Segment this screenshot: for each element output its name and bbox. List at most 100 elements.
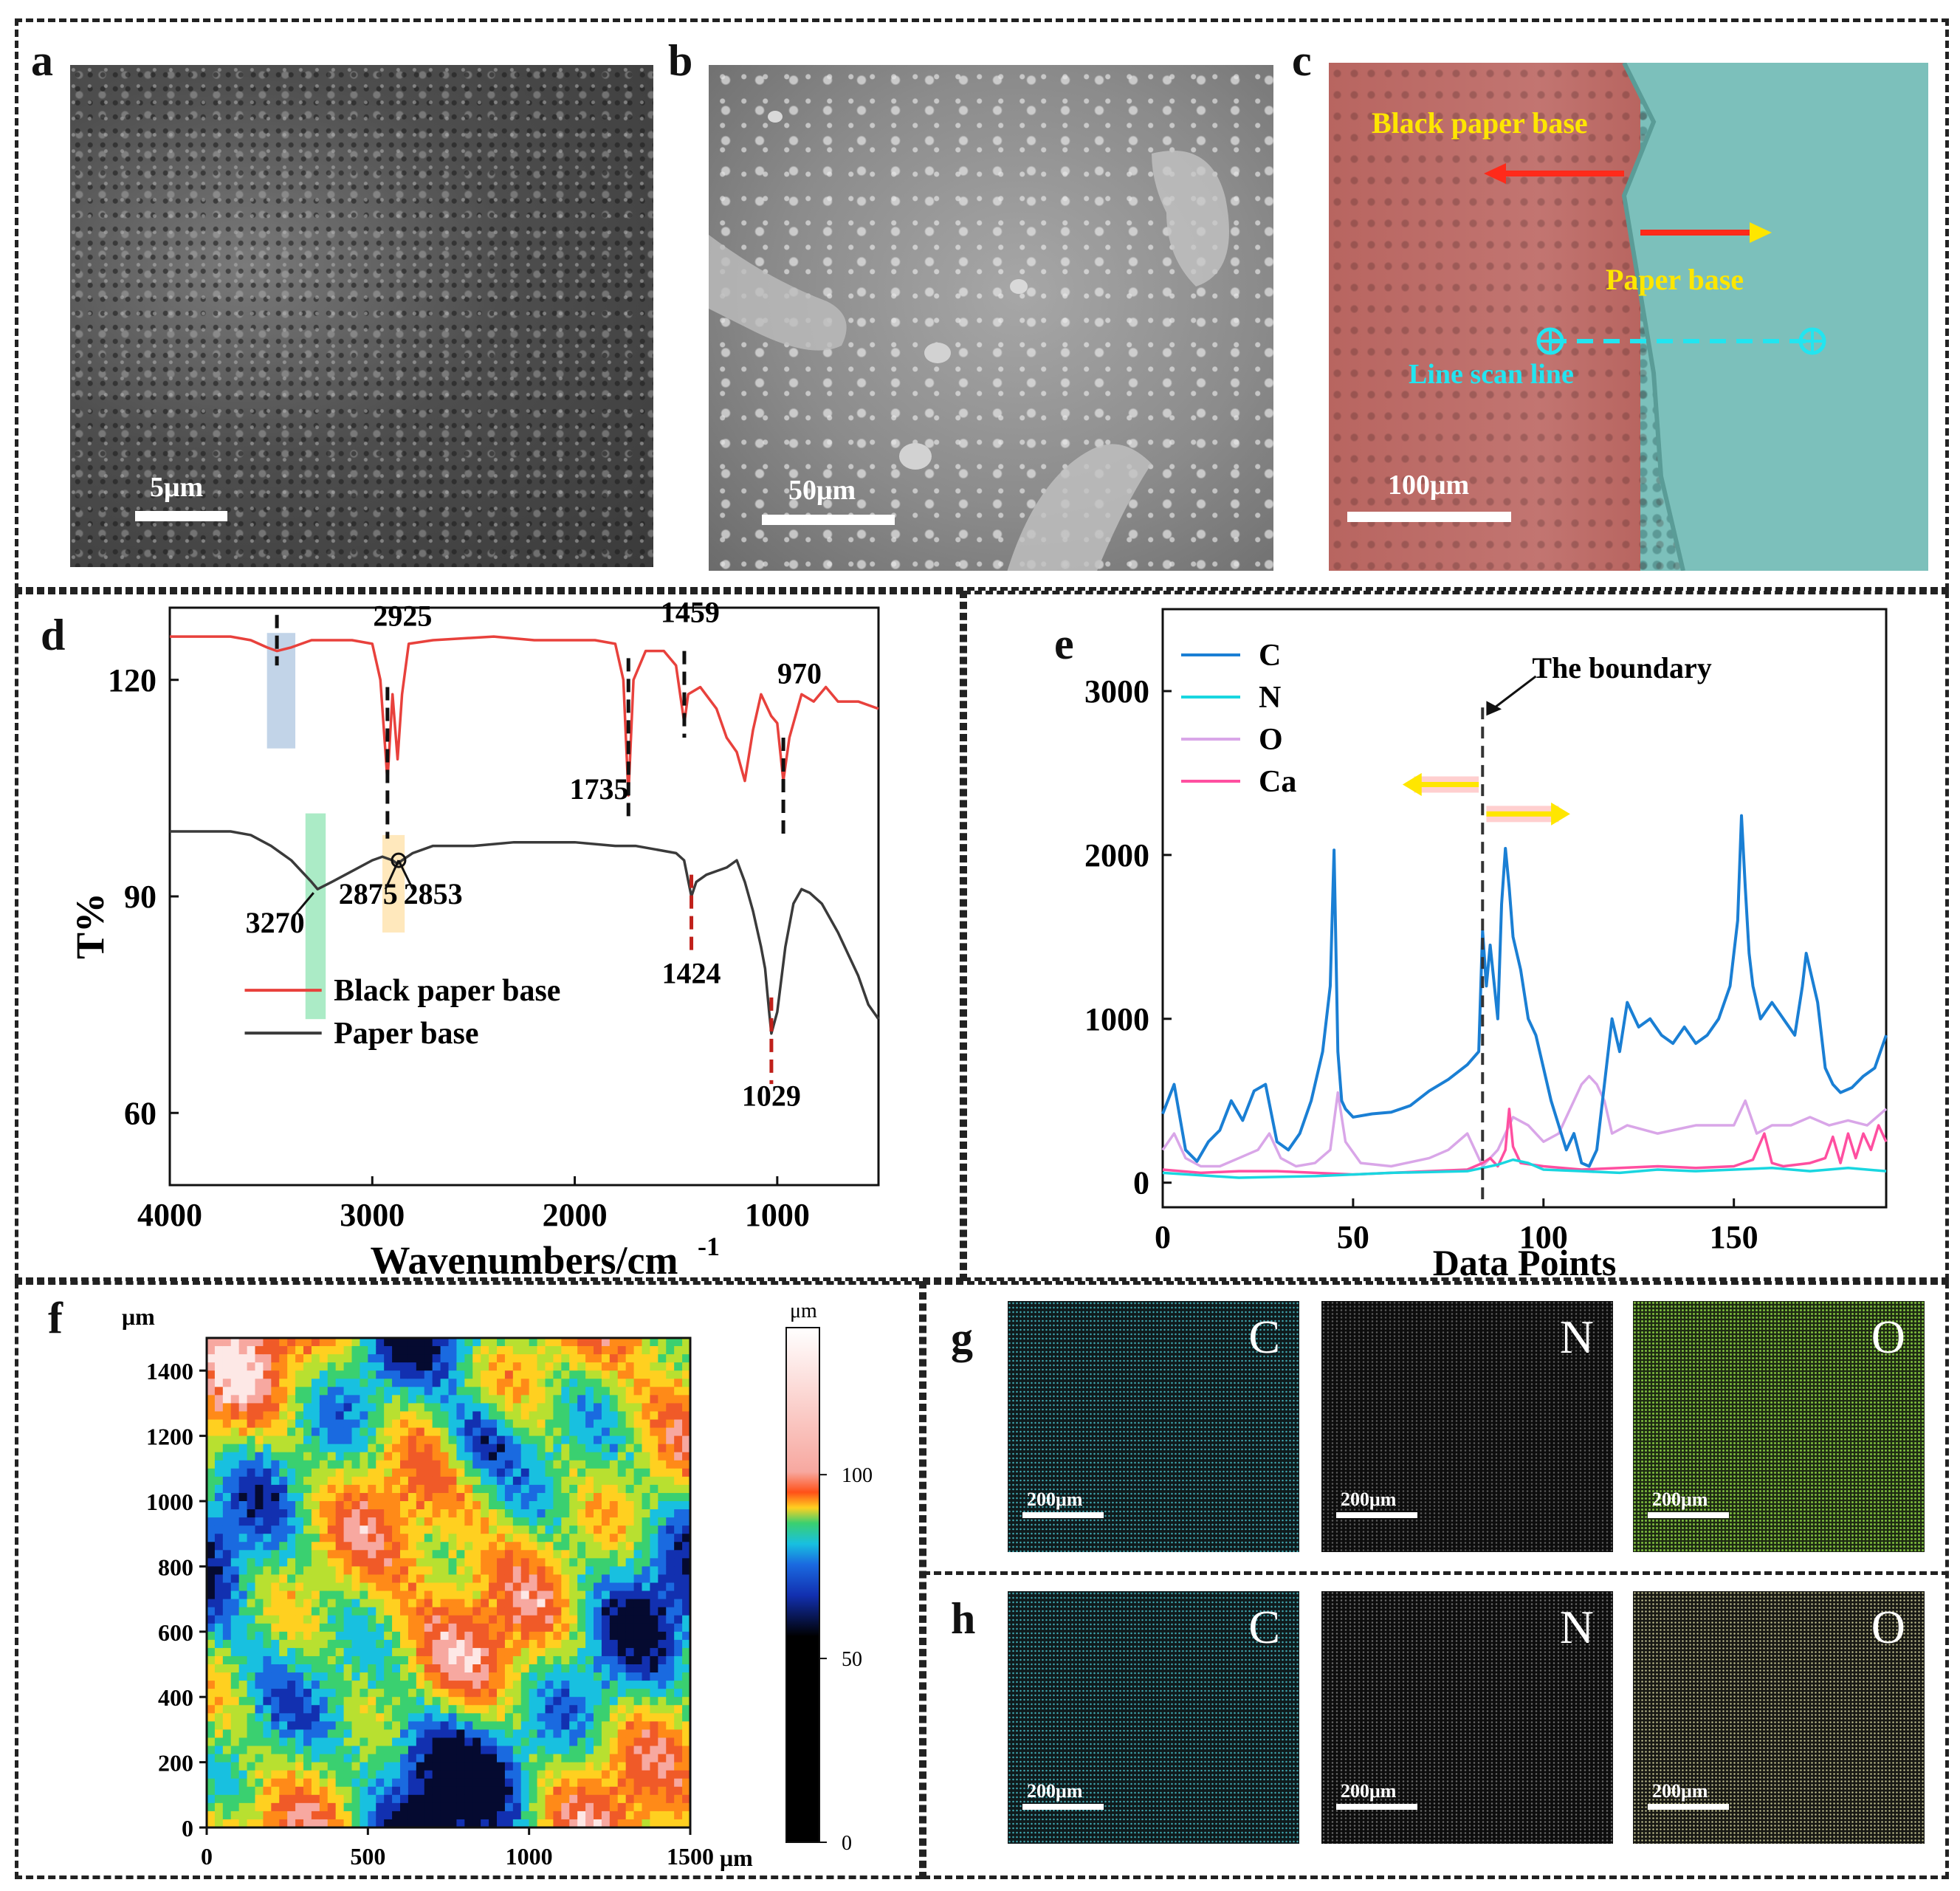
heatmap-cell (271, 1435, 280, 1445)
heatmap-cell (577, 1403, 586, 1413)
heatmap-cell (569, 1419, 578, 1429)
heatmap-cell (287, 1811, 296, 1820)
heatmap-cell (682, 1811, 691, 1820)
heatmap-cell (497, 1672, 506, 1681)
heatmap-cell (529, 1729, 538, 1739)
heatmap-cell (674, 1623, 683, 1633)
heatmap-cell (553, 1460, 562, 1469)
heatmap-cell (594, 1403, 602, 1413)
heatmap-cell (360, 1664, 368, 1673)
heatmap-cell (585, 1655, 594, 1665)
heatmap-cell (271, 1599, 280, 1608)
heatmap-cell (545, 1419, 554, 1429)
heatmap-cell (561, 1737, 570, 1747)
heatmap-cell (585, 1689, 594, 1698)
heatmap-cell (585, 1754, 594, 1763)
heatmap-cell (594, 1590, 602, 1600)
heatmap-cell (207, 1770, 216, 1780)
heatmap-cell (674, 1370, 683, 1379)
heatmap-cell (642, 1705, 651, 1714)
heatmap-cell (263, 1558, 272, 1567)
heatmap-cell (327, 1550, 337, 1559)
heatmap-cell (408, 1362, 417, 1371)
heatmap-cell (497, 1403, 506, 1413)
heatmap-cell (416, 1501, 425, 1510)
heatmap-cell (504, 1582, 514, 1592)
heatmap-cell (424, 1590, 433, 1600)
heatmap-cell (230, 1607, 240, 1616)
heatmap-cell (489, 1395, 498, 1404)
heatmap-cell (545, 1411, 554, 1421)
heatmap-cell (553, 1786, 562, 1796)
heatmap-cell (335, 1419, 345, 1429)
heatmap-cell (214, 1664, 224, 1673)
heatmap-cell (303, 1534, 312, 1542)
heatmap-cell (650, 1590, 659, 1600)
heatmap-cell (674, 1655, 683, 1665)
heatmap-cell (594, 1664, 602, 1673)
heatmap-cell (311, 1746, 320, 1755)
heatmap-cell (545, 1746, 554, 1755)
y-tick-label: 60 (124, 1095, 157, 1131)
heatmap-cell (489, 1778, 498, 1788)
heatmap-cell (448, 1631, 458, 1641)
heatmap-cell (456, 1387, 465, 1396)
heatmap-cell (464, 1762, 473, 1771)
heatmap-cell (295, 1672, 304, 1681)
heatmap-cell (464, 1729, 473, 1739)
heatmap-cell (255, 1411, 264, 1421)
heatmap-cell (625, 1655, 635, 1665)
heatmap-cell (585, 1542, 594, 1551)
heatmap-cell (295, 1802, 304, 1812)
heatmap-cell (577, 1729, 586, 1739)
heatmap-cell (335, 1721, 345, 1730)
heatmap-cell (440, 1721, 450, 1730)
heatmap-cell (553, 1647, 562, 1657)
heatmap-cell (295, 1550, 304, 1559)
heatmap-cell (271, 1354, 280, 1363)
heatmap-cell (335, 1526, 345, 1534)
heatmap-cell (287, 1639, 296, 1649)
heatmap-cell (682, 1607, 691, 1616)
heatmap-cell (287, 1689, 296, 1698)
heatmap-cell (230, 1558, 240, 1567)
heatmap-cell (497, 1794, 506, 1804)
heatmap-cell (214, 1484, 224, 1494)
heatmap-cell (408, 1607, 417, 1616)
heatmap-cell (432, 1607, 441, 1616)
eds-scalebar-label: 200μm (1027, 1780, 1083, 1802)
heatmap-cell (456, 1811, 465, 1820)
heatmap-cell (545, 1492, 554, 1502)
heatmap-cell (351, 1655, 361, 1665)
heatmap-cell (207, 1379, 216, 1387)
y-unit-label: μm (122, 1303, 155, 1330)
heatmap-cell (230, 1802, 240, 1812)
heatmap-cell (448, 1501, 458, 1510)
heatmap-cell (553, 1721, 562, 1730)
heatmap-cell (497, 1452, 506, 1461)
heatmap-cell (238, 1501, 248, 1510)
heatmap-cell (319, 1697, 329, 1706)
heatmap-cell (207, 1590, 216, 1600)
heatmap-cell (537, 1639, 546, 1649)
heatmap-cell (287, 1387, 296, 1396)
heatmap-cell (529, 1705, 538, 1714)
heatmap-cell (327, 1492, 337, 1502)
heatmap-cell (682, 1534, 691, 1542)
heatmap-cell (577, 1599, 586, 1608)
heatmap-cell (408, 1526, 417, 1534)
heatmap-cell (263, 1582, 272, 1592)
heatmap-cell (472, 1558, 481, 1567)
heatmap-cell (432, 1379, 441, 1387)
y-tick-label: 0 (1133, 1165, 1149, 1201)
heatmap-cell (295, 1664, 304, 1673)
heatmap-cell (222, 1452, 232, 1461)
pointer-circle (391, 852, 407, 868)
heatmap-cell (335, 1631, 345, 1641)
heatmap-cell (642, 1452, 651, 1461)
heatmap-cell (520, 1664, 530, 1673)
heatmap-cell (682, 1492, 691, 1502)
heatmap-cell (432, 1721, 441, 1730)
heatmap-cell (214, 1689, 224, 1698)
heatmap-cell (464, 1362, 473, 1371)
